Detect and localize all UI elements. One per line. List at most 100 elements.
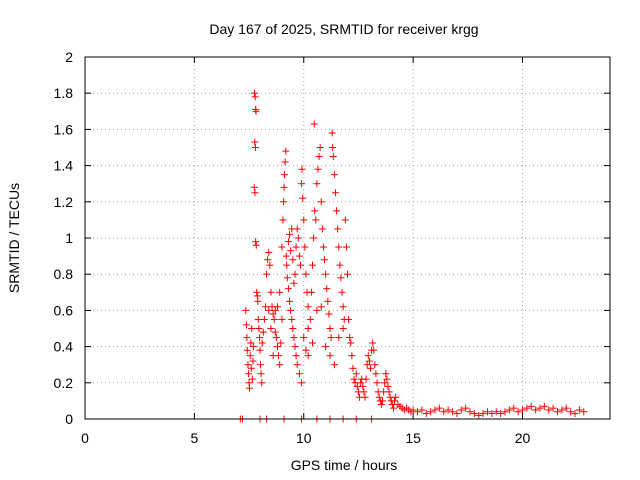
data-point	[373, 379, 381, 387]
data-point	[333, 207, 341, 215]
data-point	[363, 361, 371, 369]
data-point	[289, 256, 297, 264]
data-point	[283, 274, 291, 282]
data-point	[470, 410, 478, 418]
data-point	[253, 288, 261, 296]
data-point	[300, 334, 308, 342]
data-point	[274, 303, 281, 311]
data-point	[289, 325, 297, 332]
data-point	[326, 325, 334, 332]
data-point	[335, 334, 343, 342]
data-point	[364, 352, 372, 360]
data-point	[251, 144, 259, 151]
y-tick-label: 1.8	[54, 85, 74, 101]
data-point	[252, 107, 260, 115]
data-point	[532, 406, 540, 414]
data-point	[287, 247, 295, 255]
data-point	[279, 216, 287, 224]
data-point	[243, 346, 251, 354]
data-point	[260, 315, 268, 323]
data-point	[418, 406, 426, 414]
data-point	[281, 158, 289, 166]
data-point	[431, 406, 439, 414]
data-point	[298, 180, 306, 188]
data-point	[257, 370, 265, 378]
y-tick-label: 1.6	[54, 121, 74, 137]
data-point	[269, 310, 277, 318]
data-point	[540, 402, 548, 410]
data-point	[514, 408, 522, 416]
data-point	[271, 328, 279, 336]
data-point	[449, 408, 456, 416]
data-point	[382, 370, 390, 378]
x-axis-label: GPS time / hours	[291, 457, 398, 473]
data-point	[337, 274, 345, 282]
data-point	[299, 194, 307, 202]
data-point	[372, 370, 380, 378]
data-point	[259, 328, 267, 336]
data-point	[252, 238, 260, 246]
data-point	[311, 207, 319, 215]
data-point	[427, 408, 435, 416]
y-tick-label: 0.6	[54, 302, 74, 318]
data-point	[435, 404, 443, 412]
data-point	[283, 261, 291, 269]
data-point	[330, 171, 338, 179]
data-point	[265, 248, 273, 256]
data-point	[312, 216, 320, 224]
data-point	[414, 408, 421, 416]
data-point	[265, 306, 273, 314]
data-point	[545, 406, 553, 414]
data-point	[284, 238, 292, 246]
data-point	[298, 165, 306, 173]
data-point	[371, 361, 379, 369]
data-point	[338, 288, 346, 296]
data-point	[248, 325, 256, 332]
chart-title: Day 167 of 2025, SRMTID for receiver krg…	[209, 21, 478, 37]
data-point	[339, 303, 347, 311]
data-point	[256, 346, 264, 354]
data-point	[249, 343, 257, 351]
data-point	[348, 352, 356, 360]
data-point	[302, 346, 310, 354]
data-point	[453, 410, 461, 418]
y-axis-ticks: 0 0.2 0.4 0.6 0.8 1 1.2 1.4 1.6 1.8 2	[54, 49, 610, 427]
data-point	[286, 230, 294, 238]
data-point	[301, 243, 309, 251]
data-point	[344, 270, 351, 278]
data-point	[365, 357, 373, 365]
data-point	[295, 252, 303, 260]
data-point	[375, 393, 383, 401]
data-point	[571, 410, 579, 418]
x-tick-label: 10	[296, 430, 312, 446]
data-point	[527, 402, 535, 410]
data-point	[317, 303, 325, 311]
data-point	[488, 410, 496, 418]
data-point	[554, 408, 561, 416]
data-point	[362, 375, 370, 383]
data-point	[276, 288, 284, 296]
data-point	[284, 285, 292, 293]
y-tick-label: 0.2	[54, 375, 74, 391]
data-point	[292, 352, 300, 360]
data-point	[385, 388, 393, 396]
data-point	[280, 183, 288, 191]
data-point	[370, 346, 378, 354]
data-point	[243, 334, 251, 342]
data-point	[316, 144, 324, 151]
data-point	[317, 198, 325, 206]
data-point	[392, 393, 400, 401]
data-point	[269, 352, 277, 360]
data-point	[282, 147, 290, 155]
x-tick-label: 5	[190, 430, 198, 446]
data-point	[251, 138, 259, 146]
data-point	[484, 408, 491, 416]
data-point	[510, 404, 518, 412]
data-point	[352, 370, 360, 378]
data-point	[479, 410, 487, 418]
data-point	[264, 256, 272, 264]
data-point	[519, 406, 526, 414]
data-point	[255, 325, 263, 332]
data-point	[322, 270, 330, 278]
